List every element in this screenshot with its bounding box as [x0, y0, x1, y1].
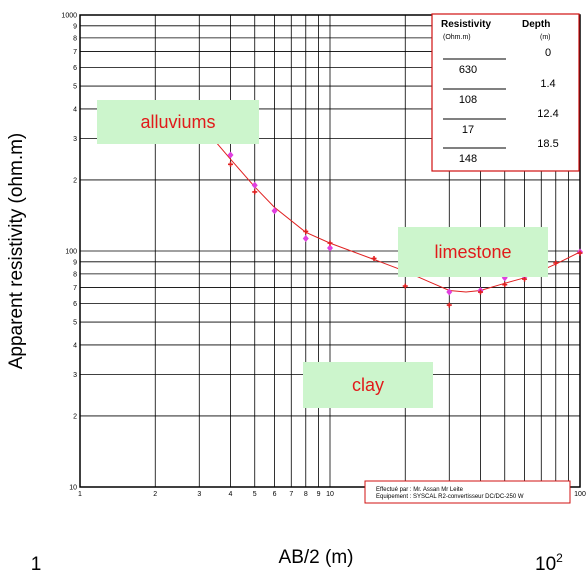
model-point — [228, 161, 234, 167]
table-resistivity-value: 108 — [459, 94, 477, 106]
x-max-label: 102 — [535, 551, 563, 573]
model-point — [478, 289, 484, 295]
x-tick-label: 6 — [273, 491, 277, 498]
model-point — [402, 283, 408, 289]
y-tick-label: 4 — [73, 106, 77, 113]
x-tick-label: 9 — [317, 491, 321, 498]
table-depth-value: 12.4 — [537, 108, 558, 120]
y-axis-label: Apparent resistivity (ohm.m) — [6, 133, 27, 370]
x-tick-label: 3 — [197, 491, 201, 498]
table-depth-value: 0 — [545, 47, 551, 59]
annotation-box-clay — [303, 362, 433, 408]
annotation-box-alluviums — [97, 100, 259, 144]
credit-line-1: Effectué par : Mr. Assan Mr Leite — [376, 487, 464, 493]
x-max-label-exponent: 2 — [556, 551, 563, 565]
y-tick-label: 7 — [73, 49, 77, 56]
measured-point — [302, 234, 309, 242]
tick-labels: 1234567891023456789100100098765432100987… — [61, 13, 586, 499]
y-tick-label: 4 — [73, 342, 77, 349]
y-tick-label: 9 — [73, 23, 77, 30]
y-tick-label: 9 — [73, 259, 77, 266]
y-tick-label: 3 — [73, 136, 77, 143]
y-tick-label: 1000 — [61, 13, 77, 20]
measured-point — [251, 181, 258, 189]
y-tick-label: 6 — [73, 65, 77, 72]
y-tick-label: 6 — [73, 301, 77, 308]
x-tick-label: 1 — [78, 491, 82, 498]
x-tick-label: 2 — [153, 491, 157, 498]
table-unit-depth: (m) — [540, 34, 551, 41]
y-tick-label: 8 — [73, 271, 77, 278]
model-point — [303, 228, 309, 234]
measured-point — [446, 288, 453, 296]
y-tick-label: 10 — [69, 485, 77, 492]
x-axis-label: AB/2 (m) — [279, 547, 354, 568]
y-tick-label: 100 — [65, 249, 77, 256]
y-tick-label: 2 — [73, 413, 77, 420]
model-point — [327, 240, 333, 246]
x-tick-label: 4 — [229, 491, 233, 498]
x-tick-label: 7 — [289, 491, 293, 498]
x-max-label-base: 10 — [535, 554, 556, 573]
table-resistivity-value: 17 — [462, 124, 474, 136]
y-tick-label: 7 — [73, 285, 77, 292]
model-point — [553, 260, 559, 266]
model-point — [577, 250, 583, 256]
x-tick-label: 10 — [326, 491, 334, 498]
table-depth-value: 18.5 — [537, 138, 558, 150]
table-header-depth: Depth — [522, 19, 550, 30]
table-resistivity-value: 630 — [459, 64, 477, 76]
layer-table: Resistivity Depth (Ohm.m) (m) 630 108 17 14… — [431, 13, 580, 172]
y-tick-label: 2 — [73, 177, 77, 184]
annotation-label-clay: clay — [352, 375, 384, 395]
layer-annotations: alluviums limestone clay — [97, 100, 548, 408]
data-markers — [196, 105, 583, 308]
model-point — [252, 189, 258, 195]
measured-point — [271, 207, 278, 215]
credit-box: Effectué par : Mr. Assan Mr Leite Equipe… — [364, 480, 571, 504]
model-point — [371, 255, 377, 261]
x-min-label: 1 — [31, 554, 42, 573]
y-tick-label: 5 — [73, 320, 77, 327]
y-tick-label: 5 — [73, 84, 77, 91]
y-tick-label: 8 — [73, 35, 77, 42]
table-depth-value: 1.4 — [540, 78, 555, 90]
x-tick-label: 8 — [304, 491, 308, 498]
y-tick-label: 3 — [73, 372, 77, 379]
model-point — [502, 282, 508, 288]
annotation-label-alluviums: alluviums — [140, 112, 215, 132]
measured-point — [227, 151, 234, 159]
x-tick-label: 100 — [574, 491, 586, 498]
model-point — [446, 302, 452, 308]
table-header-resistivity: Resistivity — [441, 19, 491, 30]
annotation-label-limestone: limestone — [434, 242, 511, 262]
table-resistivity-value: 148 — [459, 153, 477, 165]
annotation-box-limestone — [398, 227, 548, 277]
measured-point — [327, 244, 333, 252]
table-unit-resistivity: (Ohm.m) — [443, 34, 471, 41]
x-tick-label: 5 — [253, 491, 257, 498]
credit-line-2: Equipement : SYSCAL R2-convertisseur DC/… — [376, 494, 524, 500]
model-point — [522, 276, 528, 282]
